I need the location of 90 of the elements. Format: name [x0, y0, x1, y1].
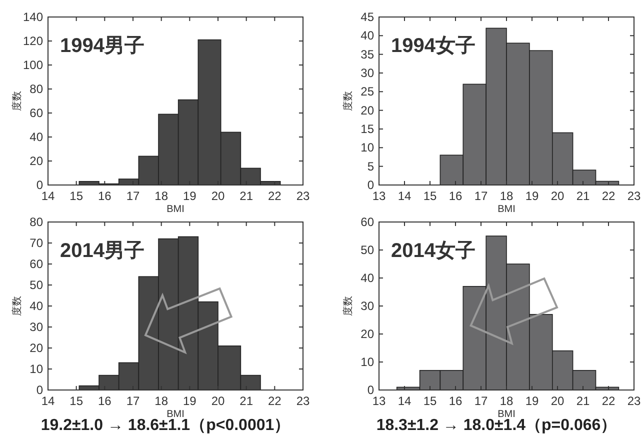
- x-tick-label: 13: [372, 189, 386, 203]
- y-tick-label: 60: [360, 215, 374, 229]
- x-tick-label: 23: [296, 394, 310, 408]
- y-tick-label: 25: [360, 84, 374, 99]
- y-tick-label: 60: [30, 106, 44, 120]
- x-axis-title: BMI: [498, 409, 516, 420]
- y-tick-label: 50: [360, 243, 374, 257]
- x-tick-label: 14: [41, 394, 55, 408]
- x-tick-label: 17: [474, 394, 488, 408]
- x-tick-label: 14: [41, 189, 55, 203]
- x-tick-label: 23: [296, 189, 310, 203]
- x-tick-label: 17: [126, 394, 140, 408]
- x-tick-label: 18: [154, 189, 168, 203]
- y-tick-label: 10: [360, 355, 374, 369]
- y-tick-label: 30: [30, 320, 44, 334]
- y-tick-label: 120: [22, 34, 44, 48]
- y-axis-title: 度数: [342, 91, 354, 111]
- y-tick-label: 0: [36, 178, 44, 192]
- text: 19.2±1.0 → 18.6±1.1（p<0.0001）: [40, 417, 290, 434]
- y-tick-label: 70: [30, 236, 44, 250]
- x-tick-label: 20: [211, 394, 225, 408]
- x-tick-label: 23: [627, 189, 641, 203]
- x-tick-label: 13: [372, 394, 386, 408]
- x-tick-label: 21: [576, 189, 590, 203]
- y-tick-label: 80: [30, 215, 44, 229]
- y-tick-label: 80: [30, 82, 44, 96]
- x-tick-label: 16: [448, 394, 462, 408]
- x-tick-label: 20: [550, 394, 564, 408]
- y-axis-title: 度数: [11, 296, 23, 316]
- text: 1994女子: [391, 35, 476, 57]
- x-tick-label: 19: [525, 394, 539, 408]
- y-tick-label: 40: [30, 130, 44, 144]
- y-tick-label: 40: [360, 28, 374, 43]
- x-tick-label: 22: [268, 189, 282, 203]
- y-tick-label: 20: [30, 341, 44, 355]
- x-tick-label: 21: [240, 189, 254, 203]
- text: 2014男子: [60, 240, 144, 262]
- x-tick-label: 22: [602, 394, 616, 408]
- x-tick-label: 18: [500, 189, 514, 203]
- x-tick-label: 15: [423, 394, 437, 408]
- x-tick-label: 18: [154, 394, 168, 408]
- x-tick-label: 16: [98, 189, 112, 203]
- y-tick-label: 140: [22, 10, 44, 24]
- y-tick-label: 0: [367, 383, 374, 397]
- x-tick-label: 20: [211, 189, 225, 203]
- y-tick-label: 40: [30, 299, 44, 313]
- y-tick-label: 15: [360, 122, 374, 136]
- x-tick-label: 14: [398, 394, 412, 408]
- x-tick-label: 18: [500, 394, 514, 408]
- y-tick-label: 20: [360, 103, 374, 118]
- x-tick-label: 21: [576, 394, 590, 408]
- y-tick-label: 50: [30, 278, 44, 292]
- y-tick-label: 5: [367, 159, 374, 174]
- text: 2014女子: [391, 240, 476, 262]
- y-tick-label: 20: [360, 327, 374, 341]
- y-tick-label: 20: [30, 154, 44, 168]
- x-tick-label: 19: [525, 189, 539, 203]
- y-tick-label: 45: [360, 10, 374, 24]
- y-tick-label: 10: [360, 140, 374, 155]
- text: 1994男子: [60, 35, 144, 57]
- y-tick-label: 60: [30, 257, 44, 271]
- x-tick-label: 23: [627, 394, 641, 408]
- y-tick-label: 35: [360, 47, 374, 62]
- x-tick-label: 17: [474, 189, 488, 203]
- y-axis-title: 度数: [11, 91, 23, 111]
- x-axis-title: BMI: [166, 409, 184, 420]
- x-tick-label: 22: [268, 394, 282, 408]
- x-tick-label: 15: [70, 189, 84, 203]
- y-tick-label: 40: [360, 271, 374, 285]
- text: 18.3±1.2 → 18.0±1.4（p=0.066）: [376, 417, 617, 434]
- x-tick-label: 15: [423, 189, 437, 203]
- y-tick-label: 0: [36, 383, 44, 397]
- x-tick-label: 19: [182, 394, 197, 408]
- x-tick-label: 14: [398, 189, 412, 203]
- y-tick-label: 10: [30, 362, 44, 376]
- y-tick-label: 30: [360, 299, 374, 313]
- y-axis-title: 度数: [342, 296, 354, 316]
- x-tick-label: 16: [98, 394, 112, 408]
- x-tick-label: 15: [70, 394, 84, 408]
- y-tick-label: 100: [22, 58, 44, 72]
- x-tick-label: 16: [448, 189, 462, 203]
- x-axis-title: BMI: [498, 204, 516, 215]
- x-axis-title: BMI: [166, 204, 184, 215]
- x-tick-label: 21: [240, 394, 254, 408]
- y-tick-label: 0: [367, 178, 374, 192]
- x-tick-label: 19: [182, 189, 197, 203]
- x-tick-label: 20: [550, 189, 564, 203]
- y-tick-label: 30: [360, 66, 374, 80]
- x-tick-label: 22: [602, 189, 616, 203]
- x-tick-label: 17: [126, 189, 140, 203]
